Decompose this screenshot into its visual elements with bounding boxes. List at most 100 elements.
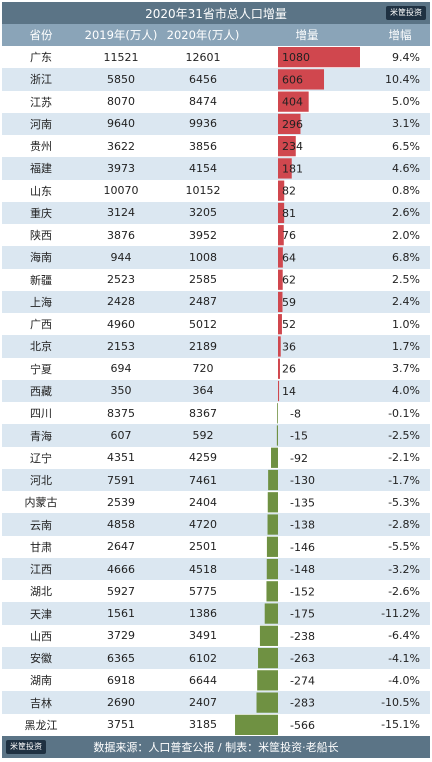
value-2019-cell: 6918 — [107, 673, 135, 687]
title-text: 2020年31省市总人口增量 — [145, 6, 287, 21]
value-2020-cell: 10152 — [185, 184, 221, 198]
province-cell: 山东 — [30, 184, 52, 198]
value-2019-cell: 944 — [110, 250, 132, 264]
value-2019-cell: 9640 — [107, 117, 135, 131]
table-row: 上海 2428 2487 2.4% — [2, 290, 430, 314]
value-2020-cell: 8367 — [189, 406, 217, 420]
table-row: 湖北 5927 5775 -2.6% — [2, 580, 430, 603]
header-2019: 2019年(万人) — [84, 28, 158, 42]
value-2019-cell: 7591 — [107, 473, 135, 487]
value-2019-cell: 4858 — [107, 518, 135, 532]
value-2019-cell: 4960 — [107, 317, 135, 331]
value-2019-cell: 4666 — [107, 562, 135, 576]
value-2020-cell: 1386 — [189, 607, 217, 621]
value-2019-cell: 2690 — [107, 696, 135, 710]
rate-cell: -0.1% — [388, 406, 420, 420]
value-2020-cell: 5775 — [189, 584, 217, 598]
rate-cell: -6.4% — [388, 629, 420, 643]
rate-cell: 0.8% — [392, 184, 420, 198]
table-row: 吉林 2690 2407 -10.5% — [2, 691, 430, 714]
rate-cell: 6.8% — [392, 250, 420, 264]
table-row: 黑龙江 3751 3185 -15.1% — [2, 713, 430, 736]
value-2020-cell: 3185 — [189, 718, 217, 732]
value-2020-cell: 9936 — [189, 117, 217, 131]
header-2020: 2020年(万人) — [166, 28, 240, 42]
table-row: 四川 8375 8367 -0.1% — [2, 402, 430, 425]
header-province: 省份 — [29, 28, 53, 42]
value-2020-cell: 6644 — [189, 673, 217, 687]
province-cell: 青海 — [30, 429, 52, 443]
value-2019-cell: 2153 — [107, 339, 135, 353]
province-cell: 广东 — [30, 51, 52, 65]
table-row: 甘肃 2647 2501 -5.5% — [2, 535, 430, 558]
province-cell: 吉林 — [30, 696, 52, 710]
value-2019-cell: 3751 — [107, 718, 135, 732]
rate-cell: -15.1% — [381, 718, 420, 732]
table-row: 贵州 3622 3856 6.5% — [2, 135, 430, 158]
brand-logo: 米筐投资 — [386, 6, 426, 20]
value-2020-cell: 364 — [192, 384, 214, 398]
value-2019-cell: 11521 — [103, 50, 139, 64]
province-cell: 辽宁 — [30, 451, 52, 465]
table-row: 河南 9640 9936 3.1% — [2, 112, 430, 136]
table-row: 山东 10070 10152 0.8% — [2, 179, 430, 202]
value-2020-cell: 5012 — [189, 317, 217, 331]
value-2020-cell: 3856 — [189, 139, 217, 153]
value-2019-cell: 3973 — [107, 161, 135, 175]
value-2019-cell: 607 — [110, 429, 132, 442]
value-2019-cell: 4351 — [107, 451, 135, 465]
value-2019-cell: 5850 — [107, 72, 135, 86]
value-2019-cell: 3876 — [107, 228, 135, 242]
rate-cell: 9.4% — [392, 50, 420, 64]
rate-cell: 2.6% — [392, 206, 420, 220]
value-2019-cell: 3124 — [107, 206, 135, 220]
value-2020-cell: 6456 — [189, 72, 217, 86]
rate-cell: -2.8% — [388, 518, 420, 532]
value-2020-cell: 592 — [192, 429, 214, 442]
province-cell: 黑龙江 — [24, 718, 58, 732]
value-2020-cell: 2585 — [189, 273, 217, 287]
province-cell: 海南 — [30, 251, 52, 265]
rate-cell: 1.0% — [392, 317, 420, 331]
rate-cell: -11.2% — [381, 607, 420, 621]
province-cell: 北京 — [30, 340, 52, 354]
rate-cell: -3.2% — [388, 562, 420, 576]
province-cell: 浙江 — [30, 73, 52, 87]
province-cell: 新疆 — [30, 273, 52, 287]
source-text: 数据来源：人口普查公报 / 制表：米筐投资·老船长 — [93, 741, 339, 754]
rate-cell: -2.6% — [388, 584, 420, 598]
table-row: 辽宁 4351 4259 -2.1% — [2, 446, 430, 469]
value-2020-cell: 12601 — [185, 50, 221, 64]
table-row: 新疆 2523 2585 2.5% — [2, 268, 430, 291]
rate-cell: 2.4% — [392, 295, 420, 309]
value-2020-cell: 720 — [192, 362, 214, 376]
value-2020-cell: 3205 — [189, 206, 217, 220]
table-row: 河北 7591 7461 -1.7% — [2, 468, 430, 492]
province-cell: 安徽 — [30, 652, 52, 666]
value-2019-cell: 3622 — [107, 139, 135, 153]
value-2019-cell: 5927 — [107, 584, 135, 598]
province-cell: 山西 — [30, 629, 52, 643]
chart-title: 2020年31省市总人口增量 米筐投资 — [2, 2, 430, 24]
province-cell: 江苏 — [30, 95, 52, 109]
table-header: 省份 2019年(万人) 2020年(万人) 增量 增幅 — [2, 24, 430, 46]
value-2019-cell: 6365 — [107, 651, 135, 665]
footer-logo: 米筐投资 — [6, 740, 46, 754]
value-2020-cell: 2407 — [189, 696, 217, 710]
value-2020-cell: 8474 — [189, 95, 217, 109]
value-2019-cell: 3729 — [107, 629, 135, 643]
table-row: 海南 944 1008 6.8% — [2, 246, 430, 269]
value-2020-cell: 6102 — [189, 651, 217, 665]
table-row: 福建 3973 4154 4.6% — [2, 157, 430, 180]
table-row: 山西 3729 3491 -6.4% — [2, 624, 430, 647]
rate-cell: 10.4% — [385, 72, 420, 86]
value-2019-cell: 8375 — [107, 406, 135, 420]
table-row: 浙江 5850 6456 10.4% — [2, 68, 430, 91]
province-cell: 内蒙古 — [24, 496, 58, 510]
province-cell: 天津 — [30, 607, 52, 621]
rate-cell: -4.1% — [388, 651, 420, 665]
table-row: 广东 11521 12601 9.4% — [2, 46, 430, 69]
province-cell: 贵州 — [30, 140, 52, 154]
value-2020-cell: 7461 — [189, 473, 217, 487]
value-2019-cell: 2539 — [107, 495, 135, 509]
